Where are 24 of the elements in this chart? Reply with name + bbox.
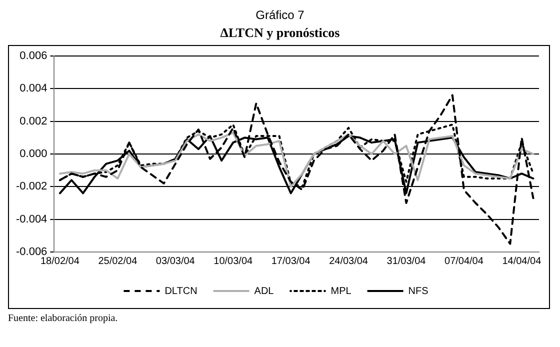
x-tick-label: 14/04/04 [502, 256, 542, 267]
x-tick-label: 31/03/04 [386, 256, 426, 267]
x-tick-label: 25/02/04 [98, 256, 138, 267]
legend-label: DLTCN [164, 286, 198, 297]
chart-title: Gráfico 7 [254, 8, 306, 22]
x-tick-label: 03/03/04 [156, 256, 196, 267]
y-tick-label: 0.000 [20, 148, 48, 160]
chart-subtitle: ΔLTCN y pronósticos [219, 25, 341, 41]
legend-label: NFS [408, 286, 429, 297]
y-tick-label: -0.004 [16, 213, 48, 226]
legend-label: MPL [330, 286, 352, 297]
y-tick-label: 0.004 [20, 82, 48, 95]
x-tick-label: 18/02/04 [40, 256, 80, 267]
x-tick-label: 07/04/04 [444, 256, 484, 267]
legend-label: ADL [254, 286, 274, 297]
y-tick-label: -0.006 [16, 246, 48, 258]
y-tick-label: 0.002 [20, 115, 48, 128]
x-tick-label: 10/03/04 [214, 256, 254, 267]
x-tick-label: 24/03/04 [329, 256, 368, 267]
source-note: Fuente: elaboración propia. [8, 313, 119, 324]
x-tick-label: 17/03/04 [271, 256, 311, 267]
y-tick-label: 0.006 [20, 50, 48, 62]
chart-frame: DLTCN ADL MPL NFS 18/02/04 25/02/04 03/03/04 10/03/04 17/03/04 24/03/04 31/03/04 07/04/04 14/04/04 -0.006 -0.004 -0.002 0.000 0.002 0.004 0.006 [8, 45, 550, 309]
y-tick-label: -0.002 [16, 180, 48, 193]
